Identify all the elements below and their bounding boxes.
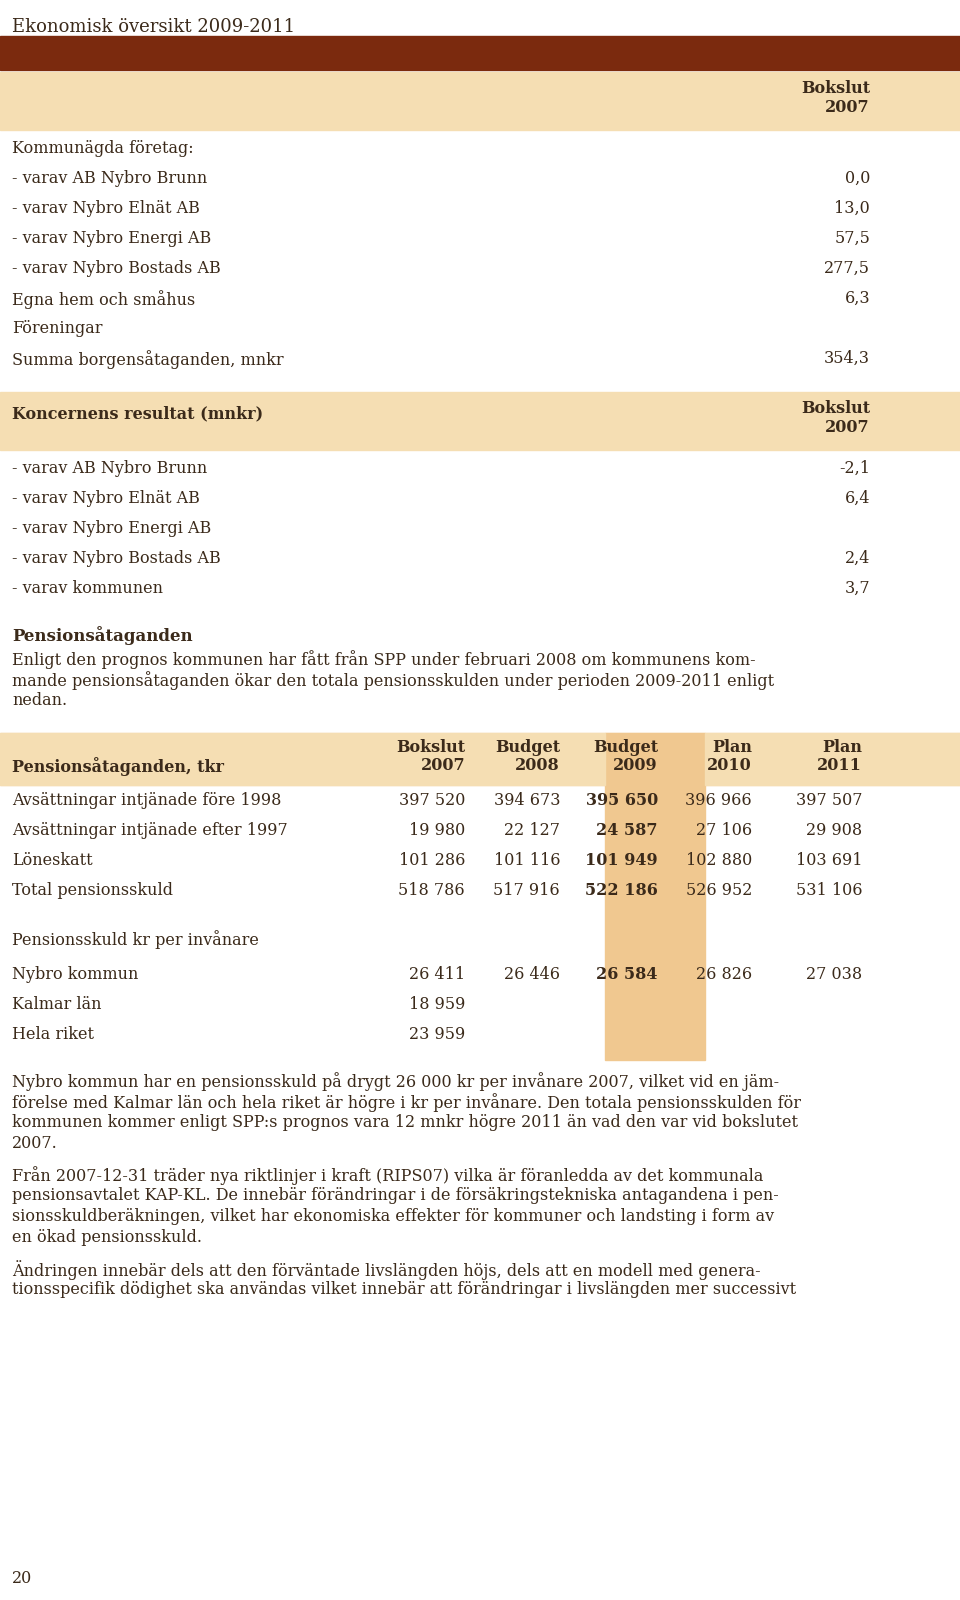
Text: Löneskatt: Löneskatt xyxy=(12,851,92,869)
Text: Pensionsskuld kr per invånare: Pensionsskuld kr per invånare xyxy=(12,930,259,949)
Text: 2011: 2011 xyxy=(817,757,862,774)
Text: 2007: 2007 xyxy=(420,757,465,774)
Text: 517 916: 517 916 xyxy=(493,882,560,899)
Text: 26 826: 26 826 xyxy=(696,966,752,982)
Text: Kalmar län: Kalmar län xyxy=(12,995,102,1013)
Text: 27 038: 27 038 xyxy=(805,966,862,982)
Text: 23 959: 23 959 xyxy=(409,1026,465,1043)
Text: Ändringen innebär dels att den förväntade livslängden höjs, dels att en modell m: Ändringen innebär dels att den förväntad… xyxy=(12,1261,760,1280)
Text: Koncernens resultat (mnkr): Koncernens resultat (mnkr) xyxy=(12,405,263,422)
Text: Bokslut: Bokslut xyxy=(396,739,465,757)
Bar xyxy=(0,733,960,786)
Text: - varav Nybro Elnät AB: - varav Nybro Elnät AB xyxy=(12,200,200,218)
Text: 394 673: 394 673 xyxy=(493,792,560,810)
Text: pensionsavtalet KAP-KL. De innebär förändringar i de försäkringstekniska antagan: pensionsavtalet KAP-KL. De innebär förän… xyxy=(12,1187,779,1203)
Text: 354,3: 354,3 xyxy=(824,350,870,366)
Text: Ekonomisk översikt 2009-2011: Ekonomisk översikt 2009-2011 xyxy=(12,18,295,35)
Text: 26 446: 26 446 xyxy=(504,966,560,982)
Text: 396 966: 396 966 xyxy=(685,792,752,810)
Text: 397 507: 397 507 xyxy=(796,792,862,810)
Text: 29 908: 29 908 xyxy=(805,822,862,838)
Text: 26 411: 26 411 xyxy=(409,966,465,982)
Text: 101 286: 101 286 xyxy=(398,851,465,869)
Text: 20: 20 xyxy=(12,1570,33,1587)
Text: Summa borgensåtaganden, mnkr: Summa borgensåtaganden, mnkr xyxy=(12,350,283,370)
Text: Plan: Plan xyxy=(822,739,862,757)
Text: Bokslut: Bokslut xyxy=(801,80,870,98)
Text: 18 959: 18 959 xyxy=(409,995,465,1013)
Text: tionsspecifik dödighet ska användas vilket innebär att förändringar i livslängde: tionsspecifik dödighet ska användas vilk… xyxy=(12,1282,796,1298)
Text: - varav Nybro Bostads AB: - varav Nybro Bostads AB xyxy=(12,259,221,277)
Text: Föreningar: Föreningar xyxy=(12,320,103,338)
Text: Nybro kommun: Nybro kommun xyxy=(12,966,138,982)
Text: Pensionsåtaganden, tkr: Pensionsåtaganden, tkr xyxy=(12,757,224,776)
Text: 101 949: 101 949 xyxy=(586,851,658,869)
Text: Från 2007-12-31 träder nya riktlinjer i kraft (RIPS07) vilka är föranledda av de: Från 2007-12-31 träder nya riktlinjer i … xyxy=(12,1166,763,1186)
Text: 3,7: 3,7 xyxy=(845,579,870,597)
Text: sionsskuldberäkningen, vilket har ekonomiska effekter för kommuner och landsting: sionsskuldberäkningen, vilket har ekonom… xyxy=(12,1208,774,1226)
Text: 103 691: 103 691 xyxy=(796,851,862,869)
Text: 19 980: 19 980 xyxy=(409,822,465,838)
Text: 2009: 2009 xyxy=(613,757,658,774)
Text: - varav Nybro Bostads AB: - varav Nybro Bostads AB xyxy=(12,550,221,566)
Text: 397 520: 397 520 xyxy=(398,792,465,810)
Bar xyxy=(705,733,960,786)
Text: Bokslut: Bokslut xyxy=(801,400,870,418)
Text: 2,4: 2,4 xyxy=(845,550,870,566)
Text: Avsättningar intjänade efter 1997: Avsättningar intjänade efter 1997 xyxy=(12,822,288,838)
Bar xyxy=(0,35,960,70)
Text: - varav AB Nybro Brunn: - varav AB Nybro Brunn xyxy=(12,170,207,187)
Text: Egna hem och småhus: Egna hem och småhus xyxy=(12,290,195,309)
Text: 531 106: 531 106 xyxy=(796,882,862,899)
Text: Budget: Budget xyxy=(593,739,658,757)
Text: Kommunägda företag:: Kommunägda företag: xyxy=(12,141,194,157)
Text: Total pensionsskuld: Total pensionsskuld xyxy=(12,882,173,899)
Text: - varav kommunen: - varav kommunen xyxy=(12,579,163,597)
Text: Hela riket: Hela riket xyxy=(12,1026,94,1043)
Text: 2007: 2007 xyxy=(826,99,870,117)
Text: Budget: Budget xyxy=(494,739,560,757)
Text: Avsättningar intjänade före 1998: Avsättningar intjänade före 1998 xyxy=(12,792,281,810)
Text: 2008: 2008 xyxy=(516,757,560,774)
Text: nedan.: nedan. xyxy=(12,691,67,709)
Text: 24 587: 24 587 xyxy=(596,822,658,838)
Text: 2007.: 2007. xyxy=(12,1134,58,1152)
Text: förelse med Kalmar län och hela riket är högre i kr per invånare. Den totala pen: förelse med Kalmar län och hela riket är… xyxy=(12,1093,801,1112)
Text: Nybro kommun har en pensionsskuld på drygt 26 000 kr per invånare 2007, vilket v: Nybro kommun har en pensionsskuld på dry… xyxy=(12,1072,780,1091)
Text: 0,0: 0,0 xyxy=(845,170,870,187)
Text: 6,3: 6,3 xyxy=(845,290,870,307)
Text: Enligt den prognos kommunen har fått från SPP under februari 2008 om kommunens k: Enligt den prognos kommunen har fått frå… xyxy=(12,650,756,669)
Text: 526 952: 526 952 xyxy=(685,882,752,899)
Text: 101 116: 101 116 xyxy=(493,851,560,869)
Text: - varav Nybro Elnät AB: - varav Nybro Elnät AB xyxy=(12,490,200,507)
Text: - varav Nybro Energi AB: - varav Nybro Energi AB xyxy=(12,520,211,538)
Text: mande pensionsåtaganden ökar den totala pensionsskulden under perioden 2009-2011: mande pensionsåtaganden ökar den totala … xyxy=(12,670,774,690)
Text: Pensionsåtaganden: Pensionsåtaganden xyxy=(12,626,193,645)
Text: - varav AB Nybro Brunn: - varav AB Nybro Brunn xyxy=(12,461,207,477)
Text: 6,4: 6,4 xyxy=(845,490,870,507)
Text: 27 106: 27 106 xyxy=(696,822,752,838)
Bar xyxy=(605,733,705,1059)
Text: kommunen kommer enligt SPP:s prognos vara 12 mnkr högre 2011 än vad den var vid : kommunen kommer enligt SPP:s prognos var… xyxy=(12,1114,798,1131)
Text: 2010: 2010 xyxy=(708,757,752,774)
Text: 26 584: 26 584 xyxy=(596,966,658,982)
Text: 395 650: 395 650 xyxy=(586,792,658,810)
Text: 2007: 2007 xyxy=(826,419,870,435)
Text: 22 127: 22 127 xyxy=(504,822,560,838)
Text: 13,0: 13,0 xyxy=(834,200,870,218)
Text: -2,1: -2,1 xyxy=(839,461,870,477)
Text: - varav Nybro Energi AB: - varav Nybro Energi AB xyxy=(12,230,211,246)
Bar xyxy=(0,733,605,786)
Text: 518 786: 518 786 xyxy=(398,882,465,899)
Text: 522 186: 522 186 xyxy=(586,882,658,899)
Text: 277,5: 277,5 xyxy=(824,259,870,277)
Text: 57,5: 57,5 xyxy=(834,230,870,246)
Text: 102 880: 102 880 xyxy=(685,851,752,869)
Text: Plan: Plan xyxy=(712,739,752,757)
Text: en ökad pensionsskuld.: en ökad pensionsskuld. xyxy=(12,1229,202,1246)
Bar xyxy=(0,392,960,450)
Bar xyxy=(0,72,960,130)
